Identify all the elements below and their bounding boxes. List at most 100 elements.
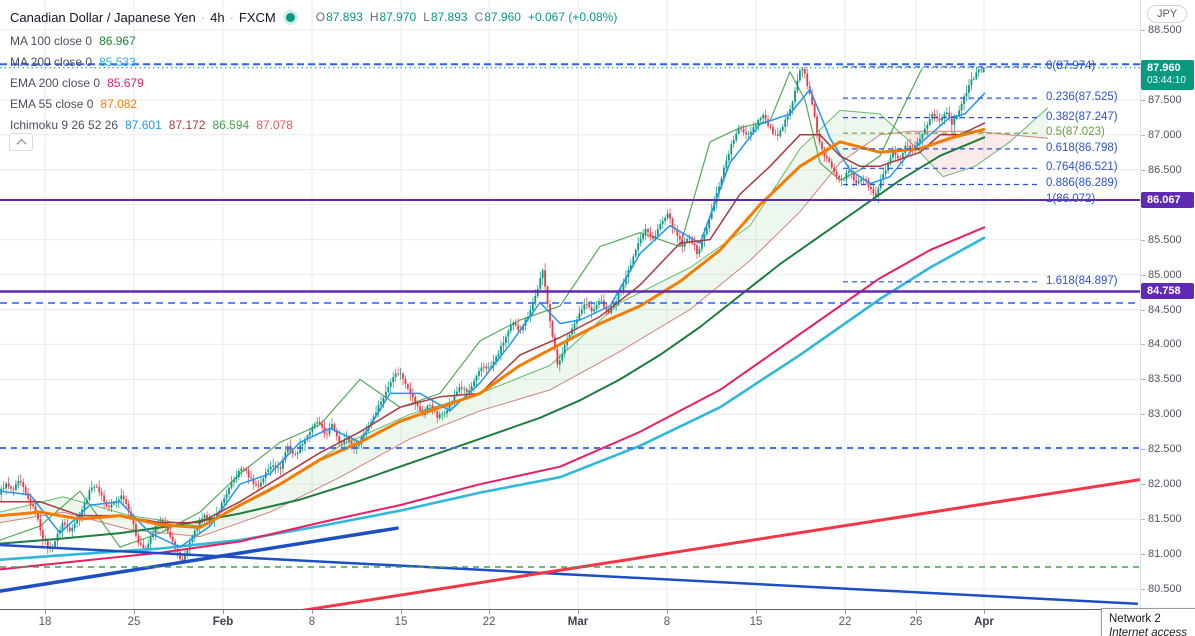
ma100-line[interactable] <box>0 136 986 545</box>
bar-countdown: 03:44:10 <box>1147 74 1186 86</box>
chart-header: Canadian Dollar / Japanese Yen · 4h · FX… <box>10 7 617 27</box>
separator-dot: · <box>229 9 234 25</box>
fib-label-1.618: 1.618(84.897) <box>1046 274 1118 287</box>
indicator-value: 87.172 <box>168 117 206 132</box>
currency-toggle-button[interactable]: JPY <box>1147 5 1188 23</box>
indicator-value: 85.533 <box>99 54 136 69</box>
indicator-value: 86.967 <box>99 33 136 48</box>
ema55 <box>0 127 986 529</box>
time-tick-label: Apr <box>974 616 994 628</box>
ohlc-letter: L <box>423 10 430 24</box>
fib-label-0.618: 0.618(86.798) <box>1046 141 1118 154</box>
indicator-label: Ichimoku 9 26 52 26 <box>10 117 119 132</box>
ma100 <box>0 136 986 545</box>
last-price-tag: 87.960 03:44:10 <box>1141 59 1194 90</box>
fib-label-0.382: 0.382(87.247) <box>1046 110 1118 123</box>
price-axis[interactable]: 88.50088.00087.50087.00086.50086.00085.5… <box>1140 0 1195 609</box>
legend-indicator-row[interactable]: EMA 55 close 0 87.082 <box>10 93 293 114</box>
price-tick-mark <box>1141 554 1145 556</box>
time-tick-label: 25 <box>127 616 141 628</box>
price-tick-mark <box>1141 484 1145 486</box>
time-tick-label: Feb <box>212 616 234 628</box>
indicator-value: 87.082 <box>100 96 138 111</box>
ohlc-letter: O <box>315 10 326 24</box>
price-tick-mark <box>1141 449 1145 451</box>
ema55-line[interactable] <box>0 127 986 529</box>
indicator-value: 87.078 <box>256 117 293 132</box>
ohlc-value: 87.893 <box>430 10 468 24</box>
indicator-label: EMA 200 close 0 <box>10 75 101 90</box>
network-status: Internet access <box>1109 627 1187 636</box>
kijun <box>0 122 986 524</box>
price-tick-mark <box>1141 344 1145 346</box>
price-tick-label: 82.500 <box>1148 443 1182 456</box>
network-name: Network 2 <box>1109 613 1161 625</box>
price-tick-label: 87.000 <box>1148 128 1182 141</box>
fib-label-0.5: 0.5(87.023) <box>1046 126 1105 139</box>
ema200 <box>0 226 986 571</box>
ema200-line[interactable] <box>0 226 986 571</box>
time-tick-label: 8 <box>663 616 671 628</box>
price-tick-label: 85.000 <box>1148 268 1182 281</box>
symbol-title[interactable]: Canadian Dollar / Japanese Yen <box>10 9 196 25</box>
tenkan-line[interactable] <box>0 88 986 548</box>
fib-label-0: 0(87.974) <box>1046 59 1096 72</box>
legend-indicator-row[interactable]: EMA 200 close 0 85.679 <box>10 72 293 93</box>
chikou-line <box>0 68 923 548</box>
interval-label[interactable]: 4h <box>210 9 225 25</box>
price-tick-mark <box>1141 99 1145 101</box>
time-tick-mark <box>845 610 846 614</box>
time-tick-label: 18 <box>38 616 52 628</box>
ma200-line[interactable] <box>0 236 986 561</box>
time-tick-label: 8 <box>308 616 316 628</box>
price-tick-mark <box>1141 309 1145 311</box>
indicator-value: 87.601 <box>125 117 162 132</box>
time-tick-mark <box>223 610 224 614</box>
time-tick-mark <box>45 610 46 614</box>
kijun-line[interactable] <box>0 122 986 524</box>
time-tick-mark <box>916 610 917 614</box>
time-tick-mark <box>667 610 668 614</box>
price-tick-label: 83.500 <box>1148 373 1182 386</box>
ohlc-values: O 87.893 H 87.970 L 87.893 C 87.960 <box>309 10 521 24</box>
legend-indicator-row[interactable]: Ichimoku 9 26 52 26 87.601 87.172 86.594 87.… <box>10 114 293 135</box>
price-tick-label: 88.500 <box>1148 24 1182 36</box>
price-tick-label: 87.500 <box>1148 93 1182 106</box>
time-tick-mark <box>984 610 985 614</box>
price-tick-label: 82.000 <box>1148 478 1182 491</box>
price-tick-label: 85.500 <box>1148 233 1182 246</box>
price-tick-mark <box>1141 134 1145 136</box>
exchange-label[interactable]: FXCM <box>238 9 276 25</box>
indicator-value: 86.594 <box>212 117 250 132</box>
legend-indicator-row[interactable]: MA 200 close 0 85.533 <box>10 51 293 72</box>
time-tick-label: 22 <box>482 616 496 628</box>
time-tick-mark <box>134 610 135 614</box>
time-tick-label: Mar <box>567 616 589 628</box>
time-tick-label: 15 <box>749 616 763 628</box>
market-status-icon[interactable] <box>285 12 295 22</box>
last-price-value: 87.960 <box>1147 61 1181 74</box>
fib-label-0.764: 0.764(86.521) <box>1046 161 1118 174</box>
ma200 <box>0 236 986 561</box>
legend-indicator-row[interactable]: MA 100 close 0 86.967 <box>10 30 293 51</box>
time-tick-mark <box>578 610 579 614</box>
blue-falling-trendline[interactable] <box>0 543 1139 605</box>
price-tick-mark <box>1141 274 1145 276</box>
horizontal-line-drawings <box>0 63 1140 568</box>
ichimoku-cloud <box>0 107 1049 538</box>
indicator-label: MA 200 close 0 <box>10 54 93 69</box>
red-rising-trendline[interactable] <box>140 478 1140 609</box>
price-tick-mark <box>1141 30 1145 31</box>
separator-dot: · <box>200 9 206 25</box>
ohlc-value: 87.960 <box>484 10 521 24</box>
price-tick-mark <box>1141 379 1145 381</box>
legend-collapse-button[interactable] <box>9 133 33 151</box>
tenkan <box>0 88 986 548</box>
fib-label-0.886: 0.886(86.289) <box>1046 177 1118 190</box>
chart-canvas[interactable] <box>0 0 1140 609</box>
blue-rising-trendline[interactable] <box>0 526 399 593</box>
indicator-legend: MA 100 close 0 86.967 MA 200 close 0 85.533… <box>10 30 293 135</box>
time-axis[interactable]: 18 25 Feb 8 15 22 Mar 8 15 22 26 Apr <box>0 609 1195 636</box>
grid <box>0 0 1140 609</box>
